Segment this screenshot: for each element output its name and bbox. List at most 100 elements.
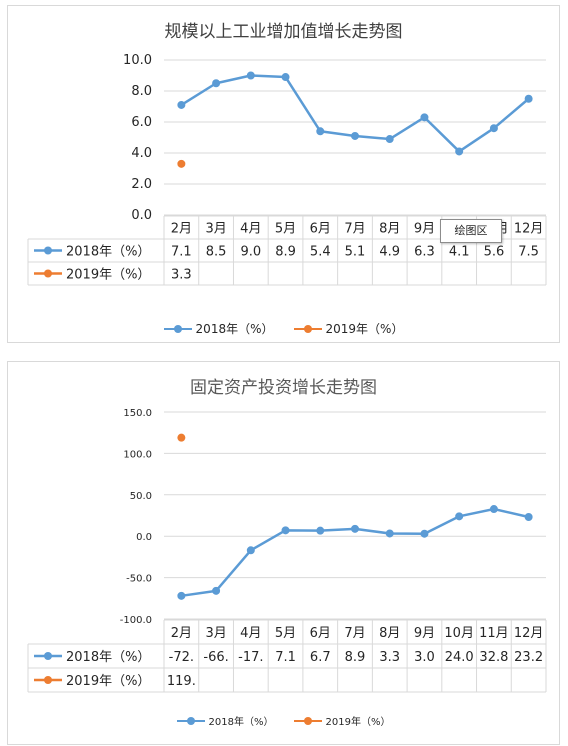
data-label: 3.3 — [171, 268, 192, 283]
y-tick-label: 100.0 — [123, 449, 152, 460]
legend-item-2018: 2018年（%） — [163, 320, 274, 337]
x-tick-label: 6月 — [310, 222, 331, 237]
x-tick-label: 3月 — [205, 222, 226, 237]
data-point — [281, 526, 290, 535]
chart-title: 规模以上工业增加值增长走势图 — [164, 22, 403, 42]
y-tick-label: 0.0 — [131, 208, 152, 223]
legend-marker-2019 — [293, 716, 322, 726]
legend-item-2019: 2019年（%） — [293, 320, 404, 337]
x-tick-label: 4月 — [240, 222, 261, 237]
data-label: 23.2 — [514, 650, 543, 665]
data-label: 7.5 — [518, 245, 539, 260]
data-label: 6.3 — [414, 245, 435, 260]
data-point — [385, 529, 394, 538]
data-point — [177, 100, 186, 109]
x-tick-label: 8月 — [379, 222, 400, 237]
plot-area-tooltip: 绘图区 — [440, 219, 502, 243]
data-label: 4.1 — [449, 245, 470, 260]
legend-item-2018: 2018年（%） — [176, 713, 274, 728]
x-tick-label: 12月 — [514, 626, 544, 641]
legend-marker-2019 — [293, 324, 322, 334]
data-point — [351, 524, 359, 533]
data-label: 5.1 — [345, 245, 366, 260]
x-tick-label: 10月 — [444, 626, 474, 641]
y-tick-label: 6.0 — [131, 115, 152, 130]
data-label: 3.3 — [379, 650, 400, 665]
table-row-label: 2019年（%） — [66, 268, 150, 283]
data-label: 8.9 — [345, 650, 366, 665]
x-tick-label: 8月 — [379, 626, 400, 641]
x-tick-label: 11月 — [479, 626, 509, 641]
data-label: 5.6 — [484, 245, 505, 260]
data-label: 32.8 — [479, 650, 508, 665]
data-label: 4.9 — [379, 245, 400, 260]
data-point — [177, 591, 186, 600]
y-tick-label: 4.0 — [131, 146, 152, 161]
data-point — [420, 113, 429, 122]
x-tick-label: 9月 — [414, 626, 435, 641]
legend-label-2018: 2018年（%） — [195, 322, 274, 336]
data-label: -17. — [238, 650, 263, 665]
y-tick-label: 8.0 — [131, 84, 152, 99]
data-label: 8.5 — [206, 245, 227, 260]
x-tick-label: 2月 — [171, 626, 192, 641]
x-tick-label: 5月 — [275, 222, 296, 237]
data-point — [351, 131, 359, 140]
x-tick-label: 2月 — [171, 222, 192, 237]
x-tick-label: 6月 — [310, 626, 331, 641]
series-line — [180, 74, 530, 153]
legend-marker-2018 — [163, 324, 192, 334]
chart-panel-investment: 固定资产投资增长走势图 -100.0 -50.0 0.0 50.0 100.0 150.0… — [7, 361, 560, 745]
x-tick-label: 4月 — [240, 626, 261, 641]
data-point — [489, 124, 498, 133]
data-label: -66. — [203, 650, 228, 665]
table-key-marker — [44, 246, 52, 255]
data-point — [212, 586, 221, 595]
chart-legend: 2018年（%） 2019年（%） — [8, 713, 559, 728]
y-tick-label: -50.0 — [126, 574, 152, 585]
legend-marker-2018 — [176, 716, 205, 726]
chart-plot: -100.0 -50.0 0.0 50.0 100.0 150.0 2月 3月 4月 5月 6月 7月… — [27, 408, 547, 693]
data-point — [177, 433, 186, 442]
data-label: 7.1 — [275, 650, 296, 665]
data-point — [455, 147, 464, 156]
x-tick-label: 7月 — [344, 626, 365, 641]
table-row-label: 2018年（%） — [66, 245, 150, 260]
chart-title: 固定资产投资增长走势图 — [190, 378, 377, 398]
data-label: -72. — [169, 650, 194, 665]
data-point — [177, 159, 186, 168]
y-tick-label: 50.0 — [130, 491, 152, 502]
data-label: 119. — [167, 674, 196, 689]
data-label: 9.0 — [240, 245, 261, 260]
data-label: 3.0 — [414, 650, 435, 665]
y-tick-label: 2.0 — [131, 177, 152, 192]
data-point — [385, 135, 394, 144]
data-point — [316, 127, 325, 136]
x-tick-label: 5月 — [275, 626, 296, 641]
data-point — [246, 546, 255, 555]
table-row-label: 2019年（%） — [66, 674, 150, 689]
data-point — [316, 526, 325, 535]
x-tick-label: 9月 — [414, 222, 435, 237]
data-label: 8.9 — [275, 245, 296, 260]
series-line — [181, 507, 529, 598]
chart-panel-industrial: 规模以上工业增加值增长走势图 0.0 2.0 4.0 6.0 8.0 10.0 2月 3月 4月… — [7, 5, 560, 343]
data-point — [281, 73, 290, 82]
table-key-marker — [44, 269, 52, 278]
data-point — [489, 505, 498, 514]
y-tick-label: 150.0 — [123, 408, 152, 419]
legend-label-2019: 2019年（%） — [325, 322, 404, 336]
data-label: 24.0 — [445, 650, 474, 665]
legend-item-2019: 2019年（%） — [293, 713, 391, 728]
data-label: 5.4 — [310, 245, 331, 260]
data-label: 6.7 — [310, 650, 331, 665]
table-row-label: 2018年（%） — [66, 650, 150, 665]
data-point — [246, 71, 255, 80]
y-tick-label: 0.0 — [136, 532, 152, 543]
data-point — [524, 512, 533, 521]
y-tick-label: 10.0 — [123, 53, 152, 68]
x-tick-label: 12月 — [514, 222, 544, 237]
x-tick-label: 7月 — [344, 222, 365, 237]
legend-label-2019: 2019年（%） — [325, 717, 391, 728]
data-label: 7.1 — [171, 245, 192, 260]
